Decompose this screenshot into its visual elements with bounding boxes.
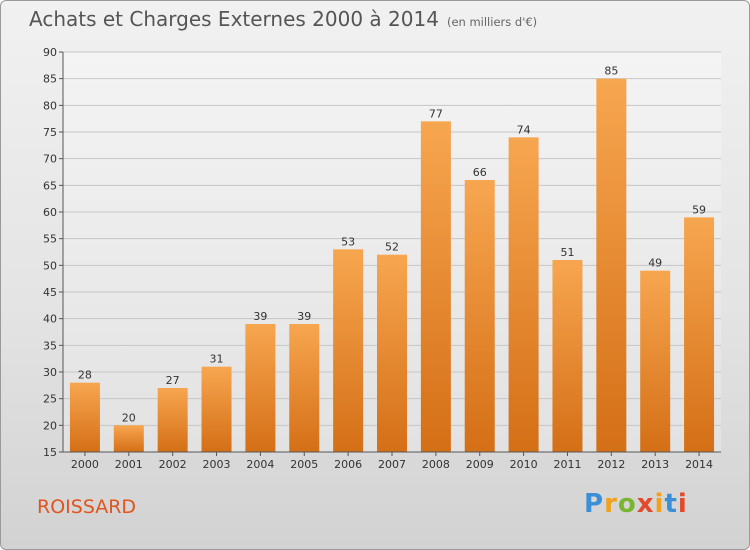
- y-tick-label: 55: [43, 233, 57, 246]
- bar-value-label: 74: [517, 123, 531, 136]
- commune-name: ROISSARD: [37, 496, 137, 518]
- x-tick-label: 2001: [115, 458, 143, 471]
- x-tick-label: 2014: [685, 458, 713, 471]
- bar-value-label: 77: [429, 107, 443, 120]
- bar-value-label: 28: [78, 369, 92, 382]
- x-tick-label: 2003: [203, 458, 231, 471]
- y-tick-label: 20: [43, 419, 57, 432]
- bar: [333, 249, 364, 452]
- logo-letter: P: [584, 489, 605, 519]
- chart-subtitle: (en milliers d'€): [446, 15, 538, 29]
- bar: [552, 260, 583, 452]
- y-tick-label: 60: [43, 206, 57, 219]
- bar-value-label: 51: [560, 246, 574, 259]
- y-tick-label: 85: [43, 73, 57, 86]
- y-tick-label: 65: [43, 179, 57, 192]
- bar-value-label: 59: [692, 203, 706, 216]
- bar-value-label: 53: [341, 235, 355, 248]
- bar-value-label: 85: [604, 65, 618, 78]
- bar: [113, 425, 144, 452]
- y-tick-label: 80: [43, 99, 57, 112]
- bar: [201, 366, 232, 452]
- x-tick-label: 2011: [553, 458, 581, 471]
- x-tick-label: 2002: [159, 458, 187, 471]
- bar-value-label: 39: [297, 310, 311, 323]
- bar: [596, 78, 627, 453]
- bar-value-label: 52: [385, 241, 399, 254]
- x-tick-label: 2000: [71, 458, 99, 471]
- logo-letter: t: [664, 489, 678, 519]
- bar: [289, 324, 320, 452]
- bar-value-label: 49: [648, 257, 662, 270]
- bar: [377, 254, 407, 452]
- y-tick-label: 70: [43, 153, 57, 166]
- x-tick-label: 2006: [334, 458, 362, 471]
- bar-value-label: 31: [210, 353, 224, 366]
- x-tick-label: 2012: [597, 458, 625, 471]
- bar-value-label: 66: [473, 166, 487, 179]
- logo-letter: i: [654, 489, 665, 519]
- x-tick-label: 2013: [641, 458, 669, 471]
- bar: [245, 324, 276, 452]
- x-tick-label: 2007: [378, 458, 406, 471]
- y-tick-label: 35: [43, 339, 57, 352]
- chart-title-text: Achats et Charges Externes 2000 à 2014: [29, 7, 439, 31]
- bar: [640, 270, 671, 452]
- y-tick-label: 75: [43, 126, 57, 139]
- x-tick-label: 2010: [510, 458, 538, 471]
- x-tick-label: 2005: [290, 458, 318, 471]
- x-tick-label: 2004: [246, 458, 274, 471]
- bar: [420, 121, 451, 452]
- y-axis: 15 20 25 30 35 40 45 50 55 60 65 70 75 80 85 90: [43, 46, 64, 459]
- bar: [157, 388, 188, 452]
- bar-value-label: 20: [122, 411, 136, 424]
- bar: [69, 382, 100, 452]
- logo-letter: o: [617, 489, 637, 519]
- y-tick-label: 90: [43, 46, 57, 59]
- y-tick-label: 45: [43, 286, 57, 299]
- bar: [508, 137, 539, 453]
- chart-title: Achats et Charges Externes 2000 à 2014 (e…: [29, 7, 537, 31]
- y-tick-label: 25: [43, 393, 57, 406]
- bar-value-label: 39: [253, 310, 267, 323]
- y-tick-label: 40: [43, 313, 57, 326]
- proxiti-logo[interactable]: Proxiti: [584, 489, 688, 519]
- y-tick-label: 30: [43, 366, 57, 379]
- y-tick-label: 50: [43, 259, 57, 272]
- bar: [464, 180, 495, 452]
- bar: [684, 217, 715, 452]
- x-axis: 2000 2001 2002 2003 2004 2005 2006 2007 2008 2009…: [63, 451, 721, 471]
- logo-letter: i: [677, 489, 688, 519]
- logo-letter: r: [604, 489, 618, 519]
- x-tick-label: 2008: [422, 458, 450, 471]
- logo-letter: x: [636, 489, 655, 519]
- y-tick-label: 15: [43, 446, 57, 459]
- x-tick-label: 2009: [466, 458, 494, 471]
- bar-value-label: 27: [166, 374, 180, 387]
- bars: 28 20 27 31 39 39 53 52 77 66 74 51 85 49 59: [69, 65, 715, 453]
